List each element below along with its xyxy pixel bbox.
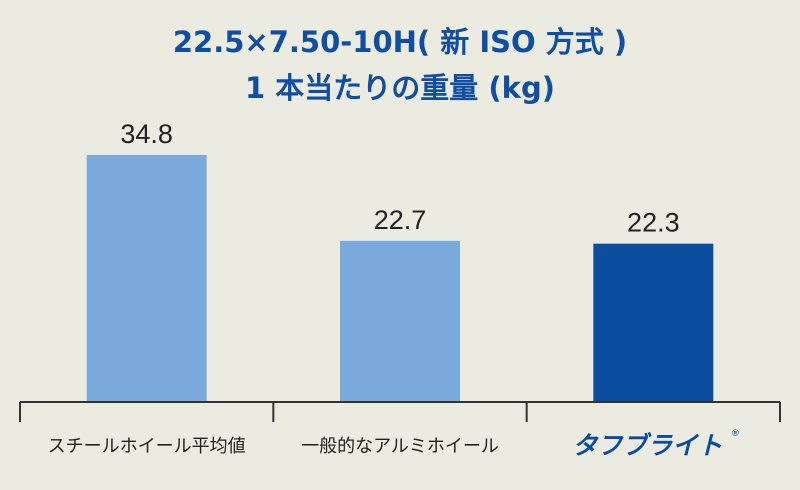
chart-title: 22.5×7.50-10H( 新 ISO 方式 ) [173,25,627,59]
value-label-1: 34.8 [120,119,173,149]
bar-2 [340,240,460,402]
category-label-2: 一般的なアルミホイール [301,436,499,457]
brand-logo: タフブライト [572,431,722,460]
bar-1 [86,154,207,402]
value-label-2: 22.7 [374,205,427,235]
value-label-3: 22.3 [627,208,680,238]
bar-3 [593,243,714,402]
chart-subtitle: 1 本当たりの重量 (kg) [245,71,555,105]
category-label-1: スチールホイール平均値 [48,436,246,457]
registered-mark: ® [731,429,740,439]
